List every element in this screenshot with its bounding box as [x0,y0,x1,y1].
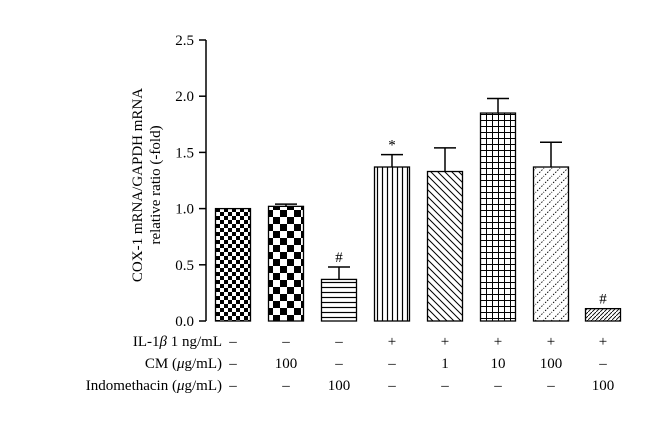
condition-cell: – [228,378,237,394]
condition-cell: – [440,378,449,394]
bar [320,278,358,322]
bar [532,166,570,322]
y-axis-label-line2: relative ratio (-fold) [148,125,164,244]
condition-cell: – [546,378,555,394]
condition-cell: – [387,356,396,372]
y-axis-ticks: 0.0 0.5 1.0 1.5 2.0 2.5 [175,33,206,330]
bar [426,170,464,322]
condition-cell: – [228,334,237,350]
significance-marker: # [599,292,607,308]
bar [214,207,252,322]
condition-label-symbol: μ [176,378,185,394]
condition-cell: – [281,334,290,350]
condition-cell: 1 [441,356,449,372]
y-tick-label: 0.0 [175,314,194,330]
condition-cell: – [493,378,502,394]
y-tick-label: 0.5 [175,258,194,274]
bar [584,307,622,322]
condition-cell: 100 [328,378,351,394]
condition-cell: – [281,378,290,394]
bar [373,166,411,322]
bars: # * # [214,97,622,322]
y-axis-label: COX-1 mRNA/GAPDH mRNA relative ratio (-f… [130,88,164,282]
condition-label-post: g/mL) [185,356,223,372]
condition-cell: – [228,356,237,372]
condition-cell: + [547,334,555,350]
condition-label-pre: Indomethacin ( [86,378,177,394]
bar [267,205,305,322]
significance-marker: * [388,138,396,154]
condition-cell: + [599,334,607,350]
y-axis-label-line1: COX-1 mRNA/GAPDH mRNA [130,88,146,282]
condition-cell: – [334,356,343,372]
y-tick-label: 1.0 [175,202,194,218]
condition-cell: + [388,334,396,350]
condition-cell: 100 [275,356,298,372]
bar [479,112,517,322]
condition-label-post: g/mL) [185,378,223,394]
condition-label-pre: IL-1 [133,334,160,350]
condition-label: Indomethacin (μg/mL) [86,378,222,394]
y-tick-label: 2.5 [175,33,194,49]
condition-table: IL-1β 1 ng/mL – – – + + + + +CM (μg/mL) –100– –1 10… [86,334,615,394]
condition-cell: + [441,334,449,350]
condition-cell: 100 [592,378,615,394]
condition-cell: 100 [540,356,563,372]
condition-label: CM (μg/mL) [145,356,222,372]
condition-label-symbol: β [159,334,168,350]
significance-marker: # [335,250,343,266]
condition-label-post: 1 ng/mL [167,334,222,350]
condition-cell: + [494,334,502,350]
y-tick-label: 1.5 [175,145,194,161]
condition-label: IL-1β 1 ng/mL [133,334,222,350]
y-tick-label: 2.0 [175,89,194,105]
condition-cell: – [334,334,343,350]
condition-label-symbol: μ [176,356,185,372]
condition-cell: – [598,356,607,372]
condition-cell: – [387,378,396,394]
condition-cell: 10 [491,356,506,372]
condition-label-pre: CM ( [145,356,177,372]
